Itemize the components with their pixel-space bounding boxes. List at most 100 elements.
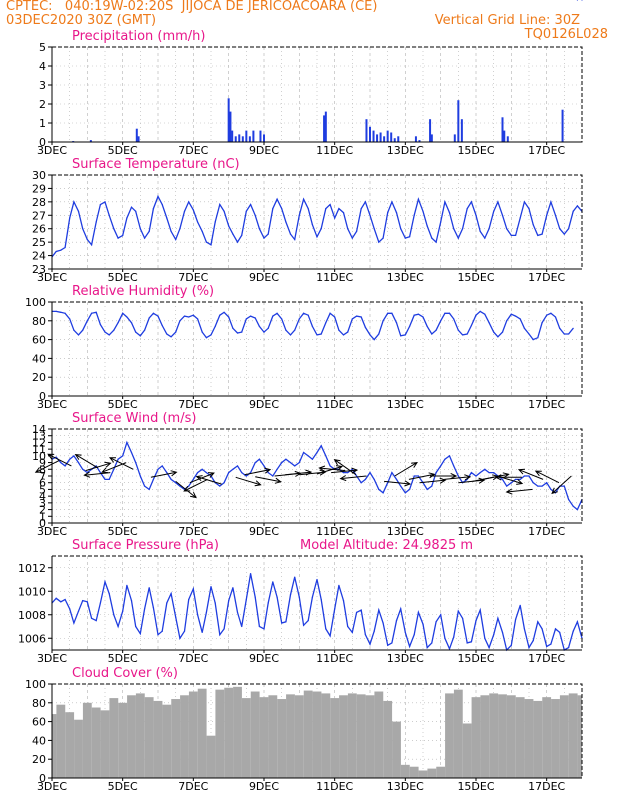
data-point xyxy=(205,472,208,474)
data-point xyxy=(541,628,543,630)
data-point xyxy=(130,451,133,454)
data-point xyxy=(69,217,71,219)
precip-bar xyxy=(460,119,463,142)
data-point xyxy=(228,472,230,474)
data-point xyxy=(126,316,128,318)
data-point xyxy=(188,598,190,601)
data-point xyxy=(576,508,579,511)
data-point xyxy=(457,237,459,239)
data-point xyxy=(245,598,247,601)
data-point xyxy=(488,472,490,474)
data-point xyxy=(254,461,256,464)
data-point xyxy=(228,316,230,318)
data-point xyxy=(122,312,124,314)
data-point xyxy=(475,214,477,216)
cloud-bar xyxy=(321,693,331,778)
y-tick-label: 20 xyxy=(32,371,46,384)
data-point xyxy=(532,339,534,341)
y-tick-label: 4 xyxy=(39,60,46,73)
data-point xyxy=(298,318,300,320)
data-point xyxy=(417,313,420,315)
cloud-bar xyxy=(277,699,287,778)
data-point xyxy=(60,461,62,464)
data-point xyxy=(139,632,141,635)
data-point xyxy=(77,610,80,612)
data-point xyxy=(157,468,159,470)
data-point xyxy=(143,485,146,487)
data-point xyxy=(448,212,451,214)
data-point xyxy=(404,492,406,494)
wind-arrow xyxy=(316,465,343,475)
precip-bar xyxy=(501,117,504,142)
data-point xyxy=(493,472,495,474)
data-point xyxy=(289,461,292,464)
data-point xyxy=(360,207,362,210)
x-tick-label: 17DEC xyxy=(528,780,565,793)
data-point xyxy=(307,455,309,457)
data-point xyxy=(201,230,203,232)
cloud-bar xyxy=(268,695,278,778)
panel-title: Cloud Cover (%) xyxy=(72,666,178,681)
data-point xyxy=(86,238,88,241)
panel-frame xyxy=(51,301,583,397)
cloud-bar xyxy=(498,694,507,778)
x-tick-label: 5DEC xyxy=(108,780,138,793)
x-tick-label: 9DEC xyxy=(249,780,279,793)
data-point xyxy=(347,228,349,230)
x-tick-label: 11DEC xyxy=(316,652,353,665)
precip-bar xyxy=(323,115,326,142)
data-point xyxy=(378,333,380,335)
y-tick-label: 1 xyxy=(39,117,46,130)
data-point xyxy=(232,468,234,470)
wind-arrow xyxy=(534,470,560,484)
data-point xyxy=(431,642,433,644)
data-point xyxy=(493,331,495,333)
data-point xyxy=(572,327,574,329)
data-point xyxy=(157,195,159,198)
data-point xyxy=(567,647,570,649)
data-point xyxy=(325,207,327,210)
data-point xyxy=(320,333,322,335)
data-point xyxy=(360,609,362,611)
data-point xyxy=(461,617,464,619)
data-point xyxy=(263,628,265,630)
data-point xyxy=(413,314,415,316)
data-point xyxy=(360,482,362,484)
data-point xyxy=(484,313,486,315)
data-point xyxy=(152,607,155,609)
cloud-bar xyxy=(409,766,419,778)
y-tick-label: 26 xyxy=(32,223,46,236)
data-point xyxy=(523,628,526,630)
data-point xyxy=(404,237,406,239)
data-point xyxy=(400,228,402,230)
cloud-bar xyxy=(100,710,110,778)
precip-bar xyxy=(414,136,417,142)
data-point xyxy=(400,485,402,487)
wind-arrow xyxy=(318,465,346,472)
data-point xyxy=(272,207,274,210)
data-point xyxy=(276,468,278,470)
cloud-bar xyxy=(153,700,163,778)
data-point xyxy=(316,236,318,238)
data-point xyxy=(382,622,384,624)
data-point xyxy=(342,472,345,474)
data-point xyxy=(440,320,442,322)
y-tick-label: 5 xyxy=(39,483,46,496)
data-point xyxy=(281,461,283,464)
data-point xyxy=(334,217,336,219)
wind-arrow xyxy=(394,461,418,477)
data-point xyxy=(258,625,261,628)
cloud-bar xyxy=(74,719,83,778)
data-point xyxy=(453,318,455,320)
data-point xyxy=(139,228,141,230)
cloud-bar xyxy=(162,704,172,778)
cloud-bar xyxy=(542,697,552,778)
data-point xyxy=(546,314,548,316)
wind-arrow xyxy=(430,472,458,480)
data-point xyxy=(554,316,557,318)
x-tick-label: 5DEC xyxy=(108,652,138,665)
data-point xyxy=(236,611,239,614)
data-point xyxy=(497,617,499,619)
data-point xyxy=(334,608,336,610)
x-tick-label: 15DEC xyxy=(457,525,494,538)
